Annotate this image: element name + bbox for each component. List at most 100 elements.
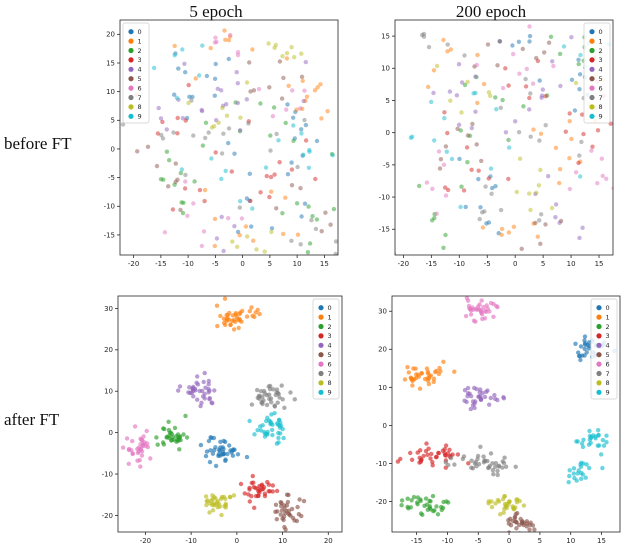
svg-text:4: 4 [328, 342, 332, 350]
svg-text:6: 6 [328, 360, 332, 368]
svg-text:5: 5 [268, 260, 272, 268]
svg-text:7: 7 [606, 370, 610, 378]
svg-text:-10: -10 [102, 470, 113, 478]
svg-text:2: 2 [599, 47, 603, 55]
svg-text:-10: -10 [376, 460, 387, 468]
svg-text:1: 1 [599, 37, 603, 45]
svg-text:-20: -20 [398, 260, 409, 268]
svg-text:-10: -10 [442, 537, 453, 545]
svg-text:7: 7 [328, 370, 332, 378]
row-label-before-ft: before FT [4, 134, 72, 153]
svg-text:6: 6 [606, 360, 610, 368]
svg-text:15: 15 [597, 537, 606, 545]
svg-text:0: 0 [606, 304, 610, 312]
svg-text:0: 0 [235, 537, 239, 545]
svg-text:15: 15 [320, 260, 329, 268]
scatter-plot-before-ft-200-epoch: -20 -15 -10 -5 0 5 10 15-15-10-5051015012345678… [379, 19, 614, 268]
column-title-200-epoch: 200 epoch [455, 2, 527, 21]
svg-text:-10: -10 [454, 260, 465, 268]
svg-text:9: 9 [328, 389, 332, 397]
svg-text:4: 4 [138, 66, 142, 74]
svg-text:1: 1 [328, 313, 332, 321]
svg-text:-15: -15 [104, 231, 115, 239]
svg-text:5: 5 [111, 117, 115, 125]
svg-text:0: 0 [513, 260, 517, 268]
svg-text:8: 8 [138, 103, 142, 111]
svg-text:0: 0 [328, 304, 332, 312]
svg-text:9: 9 [599, 113, 603, 121]
svg-text:8: 8 [606, 379, 610, 387]
svg-text:7: 7 [599, 94, 603, 102]
svg-text:1: 1 [606, 313, 610, 321]
svg-text:0: 0 [111, 145, 115, 153]
column-title-5-epoch: 5 epoch [189, 2, 243, 21]
svg-text:15: 15 [381, 32, 390, 40]
svg-text:6: 6 [599, 84, 603, 92]
svg-text:0: 0 [507, 537, 511, 545]
svg-text:20: 20 [378, 346, 387, 354]
svg-text:10: 10 [278, 537, 287, 545]
svg-text:-10: -10 [104, 203, 115, 211]
svg-text:20: 20 [324, 537, 333, 545]
svg-text:0: 0 [109, 429, 113, 437]
svg-text:20: 20 [104, 346, 113, 354]
svg-text:-20: -20 [128, 260, 139, 268]
svg-text:5: 5 [538, 537, 542, 545]
svg-text:10: 10 [567, 260, 576, 268]
svg-text:9: 9 [606, 389, 610, 397]
svg-text:30: 30 [104, 305, 113, 313]
svg-text:5: 5 [386, 97, 390, 105]
svg-text:2: 2 [138, 47, 142, 55]
svg-text:8: 8 [599, 103, 603, 111]
svg-text:0: 0 [383, 422, 387, 430]
svg-text:0: 0 [240, 260, 244, 268]
svg-text:5: 5 [606, 351, 610, 359]
svg-text:1: 1 [138, 37, 142, 45]
svg-text:2: 2 [606, 323, 610, 331]
svg-text:10: 10 [381, 65, 390, 73]
svg-text:-5: -5 [484, 260, 491, 268]
svg-text:10: 10 [104, 388, 113, 396]
svg-text:7: 7 [138, 94, 142, 102]
svg-text:-5: -5 [475, 537, 482, 545]
svg-text:3: 3 [328, 332, 332, 340]
svg-text:4: 4 [599, 66, 603, 74]
svg-text:10: 10 [566, 537, 575, 545]
svg-text:-15: -15 [411, 537, 422, 545]
svg-text:10: 10 [293, 260, 302, 268]
svg-text:5: 5 [328, 351, 332, 359]
svg-text:-5: -5 [108, 174, 115, 182]
svg-text:15: 15 [106, 59, 115, 67]
svg-text:15: 15 [595, 260, 604, 268]
svg-text:4: 4 [606, 342, 610, 350]
svg-text:8: 8 [328, 379, 332, 387]
svg-text:3: 3 [138, 56, 142, 64]
svg-text:10: 10 [106, 88, 115, 96]
svg-text:-10: -10 [379, 193, 390, 201]
svg-text:10: 10 [378, 384, 387, 392]
svg-text:-5: -5 [212, 260, 219, 268]
svg-text:-20: -20 [140, 537, 151, 545]
svg-text:9: 9 [138, 113, 142, 121]
svg-text:5: 5 [138, 75, 142, 83]
svg-text:6: 6 [138, 84, 142, 92]
svg-text:-15: -15 [155, 260, 166, 268]
svg-text:20: 20 [106, 31, 115, 39]
svg-text:-20: -20 [102, 512, 113, 520]
row-label-after-ft: after FT [4, 410, 60, 429]
svg-text:3: 3 [599, 56, 603, 64]
svg-text:30: 30 [378, 308, 387, 316]
svg-text:-20: -20 [376, 498, 387, 506]
svg-text:-10: -10 [182, 260, 193, 268]
svg-text:-10: -10 [185, 537, 196, 545]
svg-text:-15: -15 [426, 260, 437, 268]
svg-text:2: 2 [328, 323, 332, 331]
svg-text:0: 0 [386, 129, 390, 137]
svg-text:-5: -5 [383, 161, 390, 169]
svg-text:5: 5 [541, 260, 545, 268]
svg-text:0: 0 [599, 28, 603, 36]
svg-text:5: 5 [599, 75, 603, 83]
